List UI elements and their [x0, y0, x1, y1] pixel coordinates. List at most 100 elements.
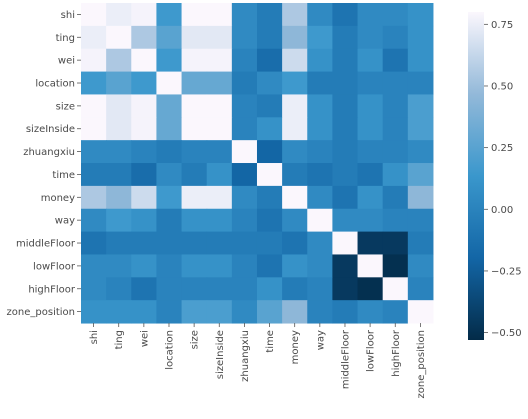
- heatmap-cell-sizeInside-wei: [131, 117, 157, 141]
- heatmap-cell-time-zhuangxiu: [231, 163, 258, 187]
- heatmap-cell-highFloor-sizeInside: [206, 277, 233, 301]
- heatmap-cell-highFloor-highFloor: [382, 277, 409, 301]
- heatmap-cell-time-middleFloor: [332, 163, 359, 187]
- heatmap-cell-middleFloor-shi: [81, 231, 107, 255]
- heatmap-cell-wei-way: [307, 48, 333, 73]
- heatmap-cell-time-zone_position: [407, 163, 434, 187]
- heatmap-cell-shi-shi: [81, 3, 107, 27]
- heatmap-cell-zone_position-way: [307, 300, 333, 324]
- heatmap-cell-wei-size: [181, 48, 208, 73]
- heatmap-cell-time-money: [282, 163, 308, 187]
- heatmap-cell-money-lowFloor: [357, 185, 384, 210]
- heatmap-cell-highFloor-time: [256, 277, 283, 301]
- heatmap-cell-sizeInside-way: [307, 117, 333, 141]
- heatmap-cell-time-time: [256, 163, 283, 187]
- heatmap-cell-lowFloor-wei: [131, 254, 157, 278]
- heatmap-cell-sizeInside-sizeInside: [206, 117, 233, 141]
- heatmap-cell-sizeInside-middleFloor: [332, 117, 359, 141]
- y-tick-label-location: location: [35, 79, 75, 90]
- heatmap-cell-zhuangxiu-way: [307, 140, 333, 164]
- heatmap-cell-size-time: [256, 94, 283, 118]
- x-tick-label-time: time: [265, 330, 276, 353]
- y-tick-label-time: time: [52, 170, 75, 181]
- heatmap-cell-middleFloor-zone_position: [407, 231, 434, 255]
- heatmap-cell-money-ting: [106, 185, 132, 210]
- x-tick-label-ting: ting: [114, 330, 125, 349]
- heatmap-cell-shi-middleFloor: [332, 3, 359, 27]
- x-tick-label-sizeInside: sizeInside: [215, 330, 226, 379]
- heatmap-cell-location-highFloor: [382, 71, 409, 95]
- heatmap-cell-way-shi: [81, 208, 107, 233]
- heatmap-cell-middleFloor-sizeInside: [206, 231, 233, 255]
- heatmap-cell-middleFloor-highFloor: [382, 231, 409, 255]
- heatmap-cell-money-zhuangxiu: [231, 185, 258, 210]
- heatmap-cell-lowFloor-location: [156, 254, 183, 278]
- heatmap-cell-way-lowFloor: [357, 208, 384, 233]
- heatmap-cell-way-location: [156, 208, 183, 233]
- heatmap-cell-lowFloor-size: [181, 254, 208, 278]
- heatmap-cell-zone_position-size: [181, 300, 208, 324]
- x-tick-label-middleFloor: middleFloor: [340, 329, 351, 389]
- heatmap-cell-time-sizeInside: [206, 163, 233, 187]
- heatmap-cell-wei-zone_position: [407, 48, 434, 73]
- heatmap-cell-lowFloor-money: [282, 254, 308, 278]
- heatmap-cell-size-sizeInside: [206, 94, 233, 118]
- y-tick-label-size: size: [56, 101, 75, 112]
- heatmap-cell-highFloor-zone_position: [407, 277, 434, 301]
- heatmap-cell-zhuangxiu-wei: [131, 140, 157, 164]
- heatmap-cell-wei-sizeInside: [206, 48, 233, 73]
- heatmap-cell-time-way: [307, 163, 333, 187]
- colorbar-tick-label: −0.50: [491, 328, 522, 339]
- heatmap-cell-highFloor-money: [282, 277, 308, 301]
- x-tick-labels: shi ting wei location size sizeInside zhuangxi…: [89, 323, 427, 399]
- heatmap-cell-sizeInside-location: [156, 117, 183, 141]
- x-tick-label-zhuangxiu: zhuangxiu: [240, 330, 251, 382]
- x-tick-label-location: location: [164, 330, 175, 370]
- heatmap-cell-wei-money: [282, 48, 308, 73]
- y-tick-label-lowFloor: lowFloor: [33, 261, 76, 272]
- heatmap-cell-money-middleFloor: [332, 185, 359, 210]
- heatmap-cell-size-shi: [81, 94, 107, 118]
- heatmap-cell-time-shi: [81, 163, 107, 187]
- heatmap-cell-money-sizeInside: [206, 185, 233, 210]
- heatmap-cell-middleFloor-money: [282, 231, 308, 255]
- heatmap-cell-wei-location: [156, 48, 183, 73]
- heatmap-cell-zone_position-lowFloor: [357, 300, 384, 324]
- heatmap-cell-shi-zone_position: [407, 3, 434, 27]
- heatmap-cell-wei-shi: [81, 48, 107, 73]
- heatmap-cell-wei-wei: [131, 48, 157, 73]
- heatmap-cell-middleFloor-middleFloor: [332, 231, 359, 255]
- heatmap-cell-zhuangxiu-highFloor: [382, 140, 409, 164]
- heatmap-cell-lowFloor-ting: [106, 254, 132, 278]
- heatmap-cells: [81, 3, 434, 324]
- y-tick-label-ting: ting: [56, 33, 75, 44]
- heatmap-cell-size-zhuangxiu: [231, 94, 258, 118]
- heatmap-cell-shi-location: [156, 3, 183, 27]
- heatmap-cell-zone_position-highFloor: [382, 300, 409, 324]
- heatmap-cell-highFloor-lowFloor: [357, 277, 384, 301]
- heatmap-cell-highFloor-wei: [131, 277, 157, 301]
- heatmap-cell-time-ting: [106, 163, 132, 187]
- heatmap-cell-shi-highFloor: [382, 3, 409, 27]
- colorbar-tick-label: −0.25: [491, 266, 522, 277]
- heatmap-cell-middleFloor-time: [256, 231, 283, 255]
- heatmap-cell-lowFloor-zhuangxiu: [231, 254, 258, 278]
- heatmap-cell-sizeInside-lowFloor: [357, 117, 384, 141]
- heatmap-cell-ting-time: [256, 25, 283, 50]
- colorbar-tick-label: 0.75: [491, 20, 513, 31]
- heatmap-cell-middleFloor-ting: [106, 231, 132, 255]
- heatmap-cell-sizeInside-zhuangxiu: [231, 117, 258, 141]
- heatmap-cell-time-wei: [131, 163, 157, 187]
- heatmap-cell-sizeInside-time: [256, 117, 283, 141]
- heatmap-cell-shi-size: [181, 3, 208, 27]
- heatmap-cell-money-time: [256, 185, 283, 210]
- heatmap-cell-size-way: [307, 94, 333, 118]
- heatmap-cell-zone_position-shi: [81, 300, 107, 324]
- y-tick-label-money: money: [41, 193, 75, 204]
- heatmap-cell-money-shi: [81, 185, 107, 210]
- y-tick-label-sizeInside: sizeInside: [26, 124, 75, 135]
- heatmap-cell-money-wei: [131, 185, 157, 210]
- heatmap-cell-ting-shi: [81, 25, 107, 50]
- heatmap-cell-way-money: [282, 208, 308, 233]
- heatmap-cell-zhuangxiu-lowFloor: [357, 140, 384, 164]
